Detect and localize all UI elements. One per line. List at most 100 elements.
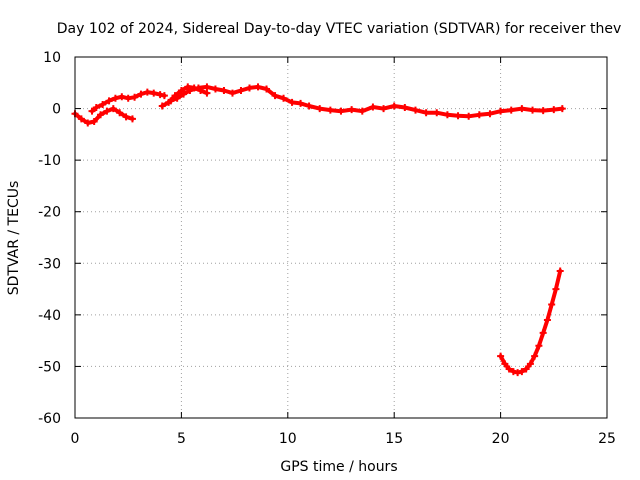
data-point [150,89,158,97]
data-point [184,83,192,91]
data-point [143,88,151,96]
x-tick-label: 5 [177,431,186,447]
data-point [288,98,296,106]
data-point [550,106,558,114]
data-series-group [71,83,566,377]
data-point [518,105,526,113]
data-point [211,85,219,93]
data-point [263,85,271,93]
x-tick-label: 10 [279,431,297,447]
data-point [305,102,313,110]
data-point [411,106,419,114]
y-tick-label: -20 [38,205,61,221]
data-point [77,115,85,123]
x-tick-label: 20 [492,431,510,447]
data-point [111,94,119,102]
y-tick-label: -40 [38,308,61,324]
data-point [194,84,202,92]
data-point [122,113,130,121]
data-point [92,104,100,112]
data-point [526,360,534,368]
data-point [116,109,124,117]
data-point [497,352,505,360]
data-point [160,92,168,100]
data-point [84,119,92,127]
data-point [88,107,96,115]
data-point [316,105,324,113]
data-point [228,89,236,97]
data-point [97,111,105,119]
y-tick-label: -50 [38,359,61,375]
data-point [548,301,556,309]
data-point [556,267,564,275]
data-series [71,105,136,127]
data-point [465,112,473,120]
data-point [539,329,547,337]
y-tick-label: -10 [38,153,61,169]
x-tick-label: 15 [385,431,403,447]
data-point [369,103,377,111]
data-point [507,106,515,114]
data-point [167,97,175,105]
data-point [271,92,279,100]
axis-ticks: 0 5 10 15 20 25 10 0 -10 -20 -30 -40 -50 -60 [38,50,616,447]
data-point [358,107,366,115]
data-point [509,368,517,376]
data-point [543,316,551,324]
data-point [505,365,513,373]
x-tick-label: 0 [71,431,80,447]
data-point [158,102,166,110]
data-point [186,87,194,95]
data-point [401,104,409,112]
data-point [531,352,539,360]
y-axis-label: SDTVAR / TECUs [6,181,22,296]
data-point [297,99,305,107]
data-point [326,106,334,114]
data-point [90,117,98,125]
data-point [539,107,547,115]
x-axis-label: GPS time / hours [280,459,397,475]
y-tick-label: 0 [52,102,61,118]
data-point [137,90,145,98]
data-point [103,107,111,115]
data-point [558,105,566,113]
data-series [167,83,566,120]
x-tick-label: 25 [598,431,616,447]
data-point [128,115,136,123]
data-point [475,111,483,119]
data-point [254,83,262,91]
data-point [552,285,560,293]
data-series [497,267,564,377]
data-point [497,107,505,115]
data-point [422,109,430,117]
grid-lines [75,57,607,418]
y-tick-label: 10 [43,50,61,66]
data-series [88,88,168,115]
data-point [237,87,245,95]
data-point [529,106,537,114]
data-point [280,94,288,102]
data-point [348,106,356,114]
data-point [245,84,253,92]
data-point [173,94,181,102]
y-tick-label: -60 [38,411,61,427]
data-point [486,110,494,118]
data-point [118,93,126,101]
plot-frame [74,56,608,419]
data-point [180,90,188,98]
data-point [131,93,139,101]
data-point [514,369,522,377]
chart-title: Day 102 of 2024, Sidereal Day-to-day VTE… [57,21,621,37]
data-point [124,94,132,102]
y-tick-label: -30 [38,256,61,272]
data-point [454,112,462,120]
data-point [501,360,509,368]
data-point [535,342,543,350]
series-line [73,106,135,125]
data-point [433,109,441,117]
data-point [337,107,345,115]
data-point [522,365,530,373]
data-point [156,91,164,99]
